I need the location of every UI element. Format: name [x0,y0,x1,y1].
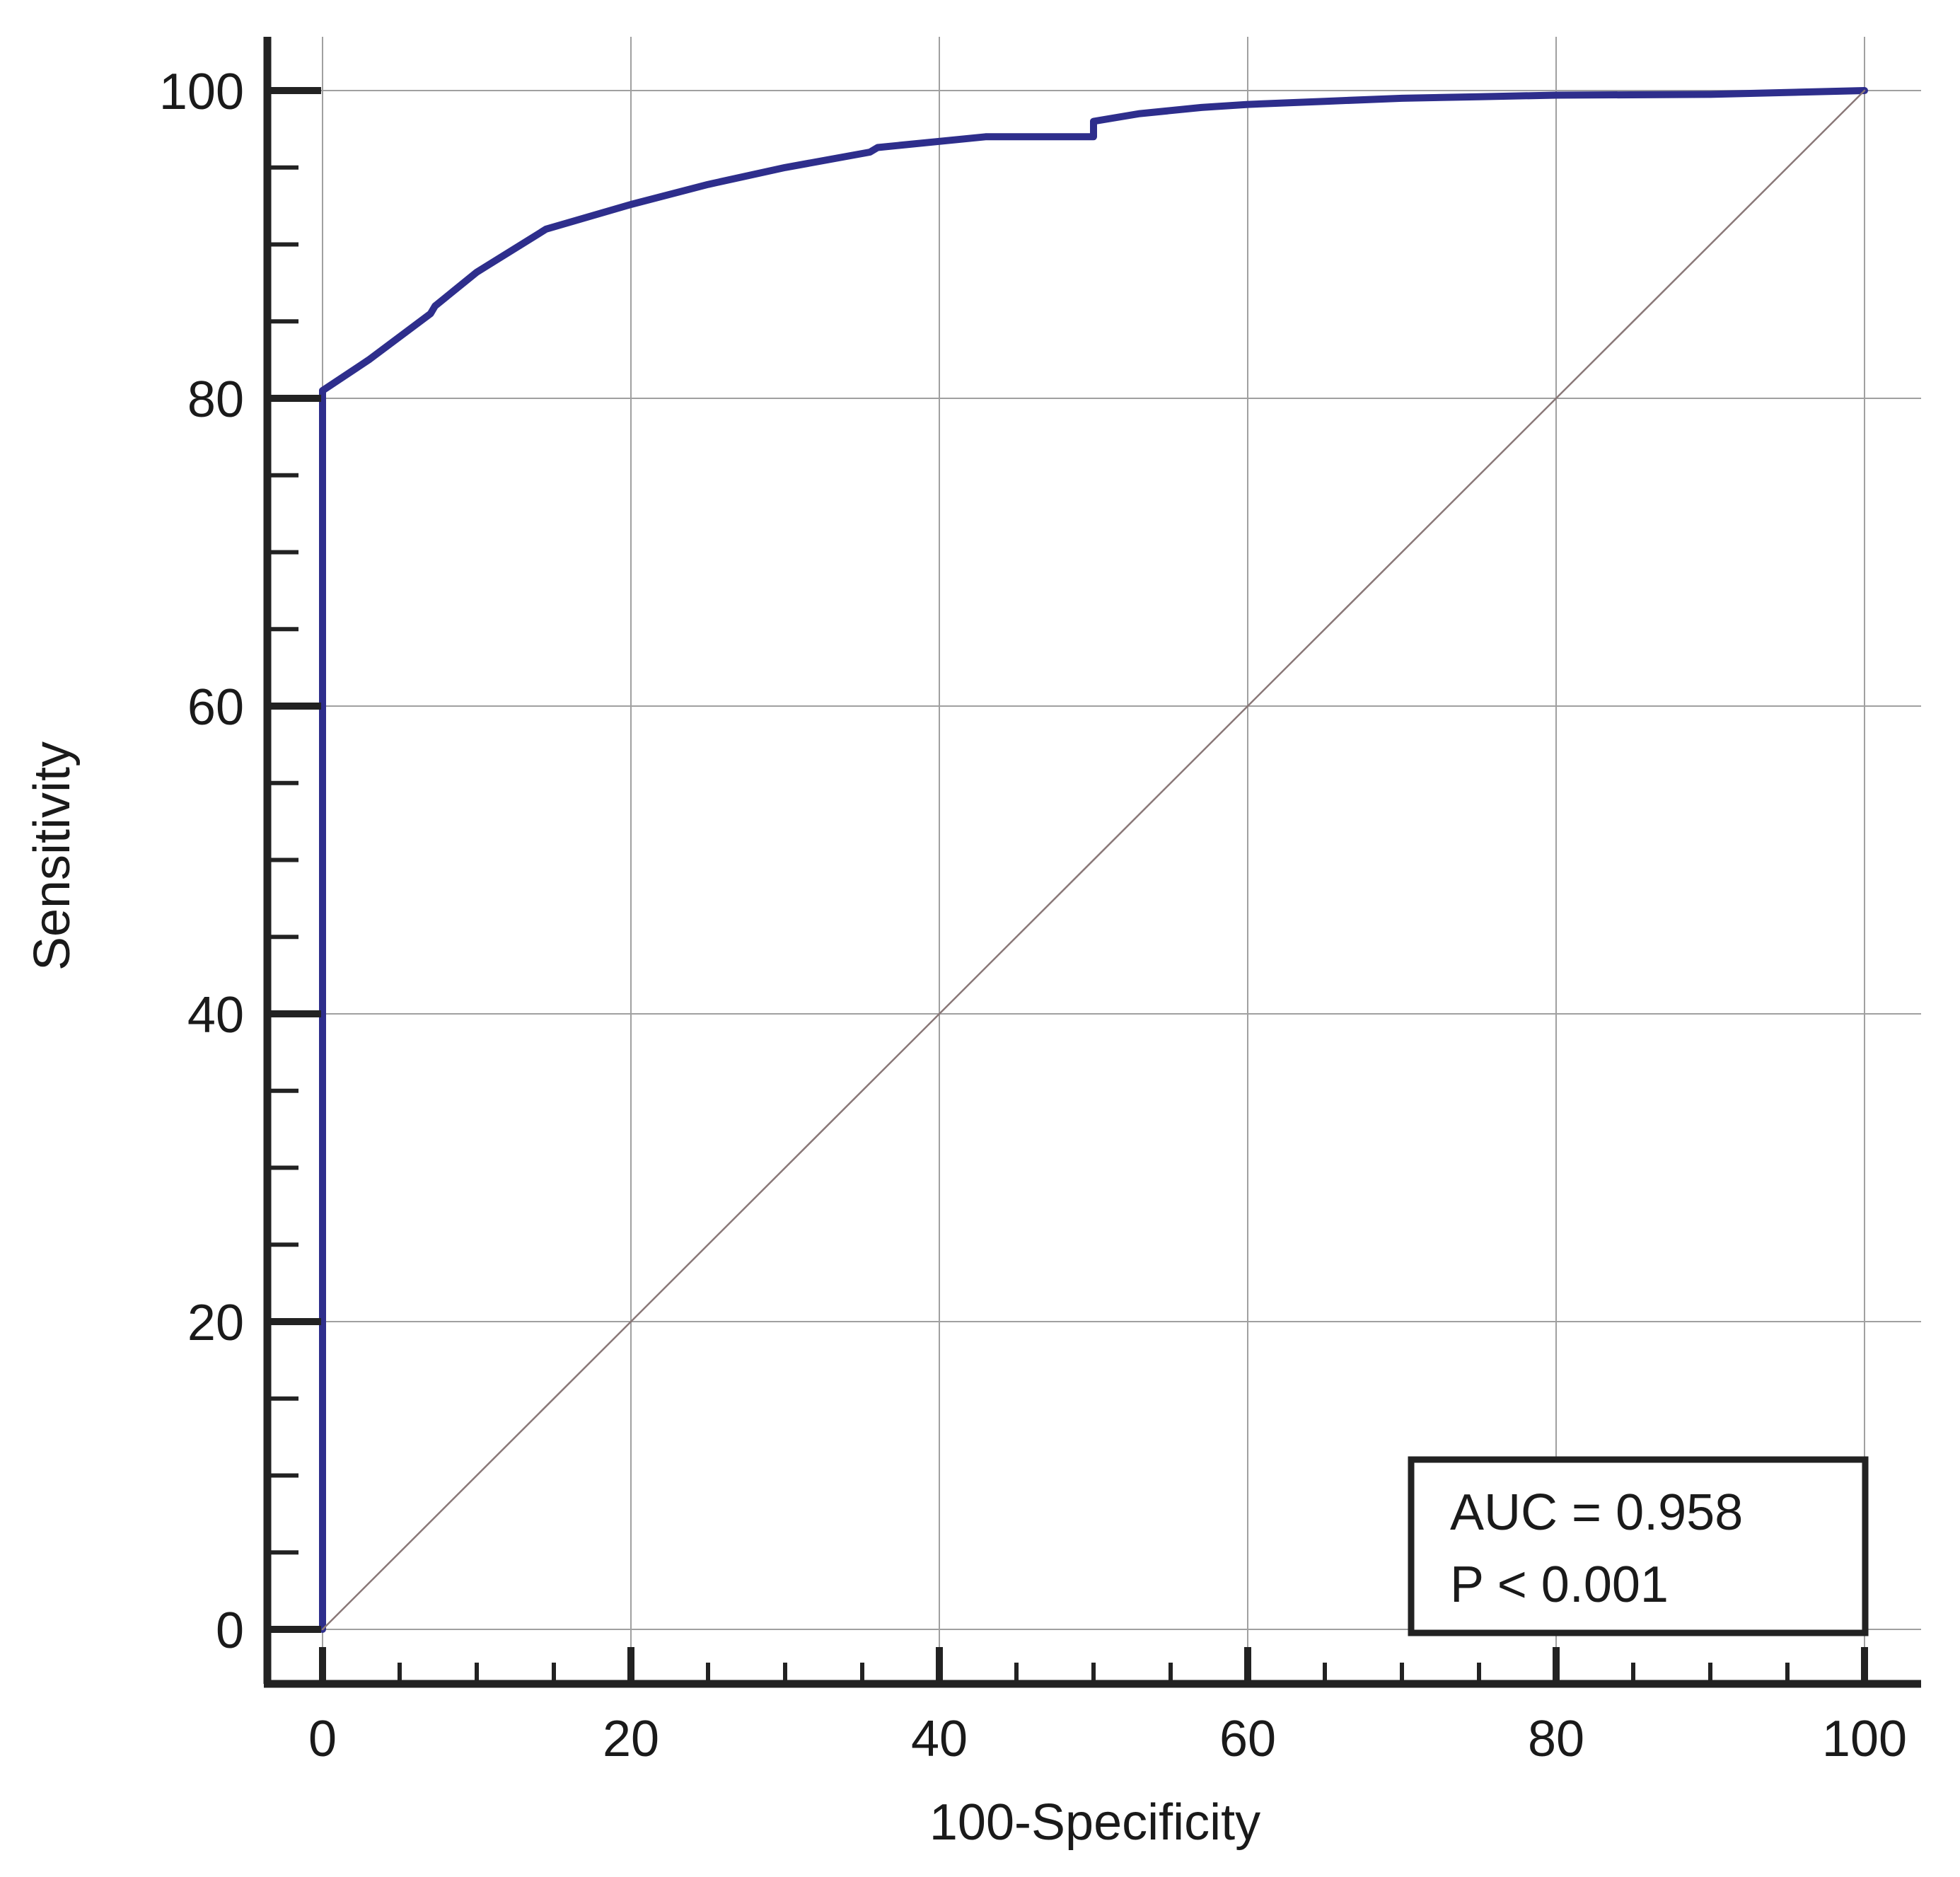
tick-labels: 0 20 40 60 80 100 0 20 40 60 80 100 [159,64,1907,1767]
x-tick-label: 40 [911,1711,968,1767]
y-tick-label: 60 [187,679,244,736]
p-value-label: P < 0.001 [1450,1557,1669,1613]
y-tick-label: 80 [187,371,244,428]
y-tick-label: 100 [159,64,244,120]
reference-diagonal-line [321,89,1866,1631]
y-tick-label: 20 [187,1295,244,1351]
x-tick-label: 60 [1219,1711,1276,1767]
y-tick-label: 40 [187,987,244,1044]
series-layer [319,87,1868,1633]
x-tick-label: 80 [1528,1711,1584,1767]
x-tick-label: 100 [1822,1711,1907,1767]
x-tick-label: 0 [308,1711,337,1767]
x-axis-title: 100-Specificity [929,1794,1260,1851]
y-tick-label: 0 [216,1602,244,1659]
grid-lines [267,37,1921,1684]
x-tick-label: 20 [603,1711,659,1767]
roc-curve-line [319,87,1868,1633]
annotation-border [1408,1456,1869,1636]
y-axis-title: Sensitivity [24,741,81,971]
auc-annotation-box: AUC = 0.958 P < 0.001 [1408,1456,1869,1636]
axes [263,37,1921,1688]
auc-value-label: AUC = 0.958 [1450,1484,1743,1541]
